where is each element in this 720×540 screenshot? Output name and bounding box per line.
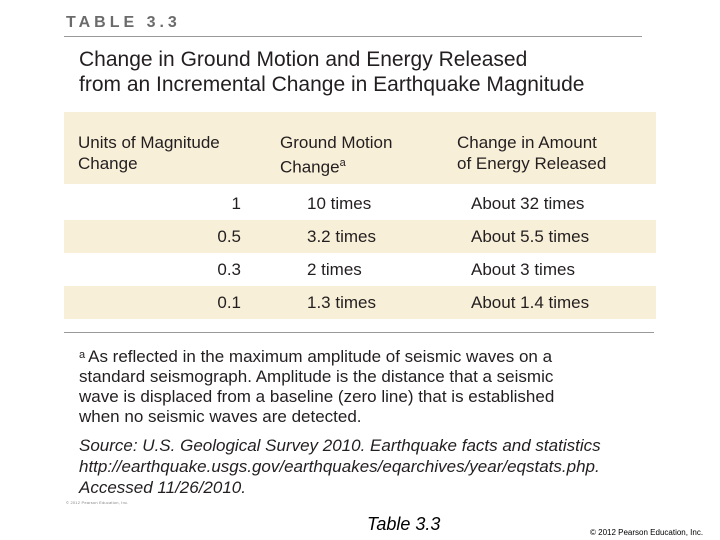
- footnote-line-3: wave is displaced from a baseline (zero …: [79, 387, 555, 406]
- copyright-notice: © 2012 Pearson Education, Inc.: [590, 528, 704, 537]
- source-line-1: Source: U.S. Geological Survey 2010. Ear…: [79, 436, 601, 455]
- cell-ground-motion: 10 times: [307, 194, 372, 213]
- header-ground-motion: Ground Motion Changea: [280, 132, 457, 178]
- header-magnitude-line-2: Change: [78, 154, 138, 173]
- header-magnitude: Units of Magnitude Change: [64, 132, 280, 174]
- header-energy: Change in Amount of Energy Released: [457, 132, 656, 174]
- table-label: TABLE 3.3: [66, 14, 181, 31]
- footnote-line-1: a As reflected in the maximum amplitude o…: [79, 347, 553, 366]
- source-line-2: http://earthquake.usgs.gov/earthquakes/e…: [79, 457, 600, 476]
- cell-energy: About 5.5 times: [471, 227, 590, 246]
- cell-energy: About 1.4 times: [471, 293, 590, 312]
- table-row: 1 10 times About 32 times: [64, 187, 656, 220]
- slide-caption: Table 3.3: [367, 514, 441, 534]
- source-line-3: Accessed 11/26/2010.: [79, 478, 246, 497]
- table-row: 0.5 3.2 times About 5.5 times: [64, 220, 656, 253]
- footnote-marker-sup: a: [339, 157, 346, 169]
- header-ground-motion-line-1: Ground Motion: [280, 133, 393, 152]
- cell-magnitude: 0.5: [217, 227, 241, 246]
- cell-ground-motion: 3.2 times: [307, 227, 376, 246]
- cell-magnitude: 0.3: [217, 260, 241, 279]
- header-ground-motion-line-2: Changea: [280, 157, 346, 177]
- cell-energy: About 32 times: [471, 194, 585, 213]
- header-energy-line-2: of Energy Released: [457, 154, 607, 173]
- table-row: 0.3 2 times About 3 times: [64, 253, 656, 286]
- cell-ground-motion: 2 times: [307, 260, 362, 279]
- footnote: a As reflected in the maximum amplitude o…: [79, 345, 639, 427]
- top-divider: [64, 36, 642, 37]
- table-header-row: Units of Magnitude Change Ground Motion …: [64, 112, 656, 184]
- table-bottom-divider: [64, 332, 654, 333]
- data-table: Units of Magnitude Change Ground Motion …: [64, 112, 656, 319]
- header-energy-line-1: Change in Amount: [457, 133, 597, 152]
- footnote-marker: a: [79, 349, 86, 361]
- header-magnitude-line-1: Units of Magnitude: [78, 133, 220, 152]
- title-line-2: from an Incremental Change in Earthquake…: [79, 73, 585, 96]
- footnote-line-2: standard seismograph. Amplitude is the d…: [79, 367, 554, 386]
- cell-magnitude: 1: [231, 194, 241, 213]
- table-title: Change in Ground Motion and Energy Relea…: [79, 47, 649, 97]
- tiny-copyright: © 2012 Pearson Education, Inc.: [66, 500, 129, 505]
- footnote-line-4: when no seismic waves are detected.: [79, 407, 362, 426]
- cell-energy: About 3 times: [471, 260, 575, 279]
- table-row: 0.1 1.3 times About 1.4 times: [64, 286, 656, 319]
- title-line-1: Change in Ground Motion and Energy Relea…: [79, 48, 528, 71]
- cell-magnitude: 0.1: [217, 293, 241, 312]
- cell-ground-motion: 1.3 times: [307, 293, 376, 312]
- source-note: Source: U.S. Geological Survey 2010. Ear…: [79, 435, 659, 498]
